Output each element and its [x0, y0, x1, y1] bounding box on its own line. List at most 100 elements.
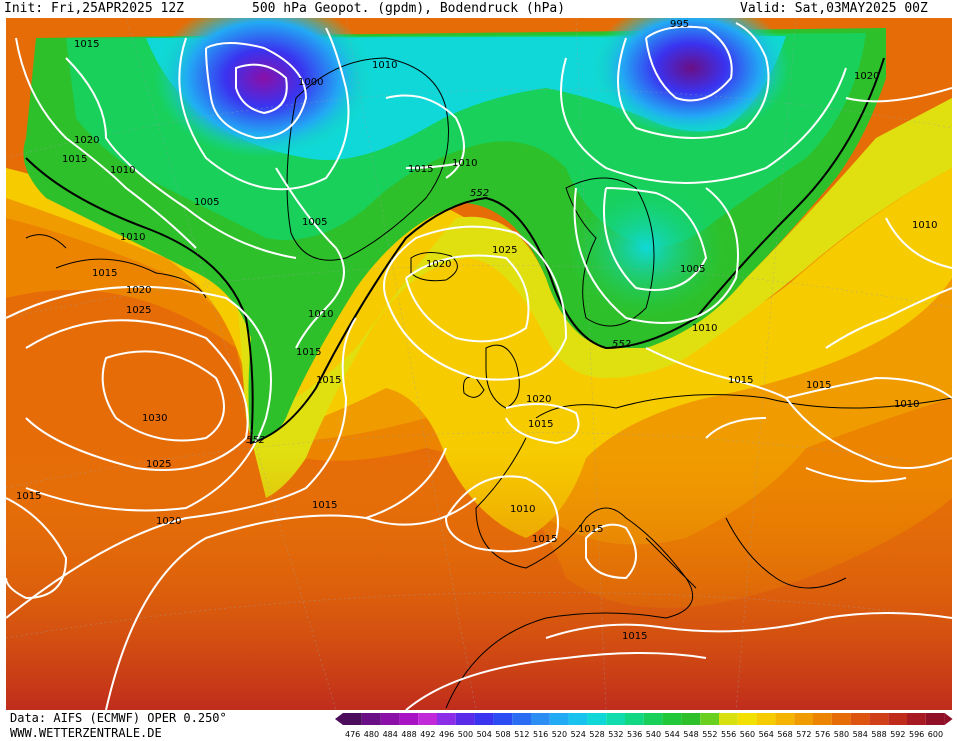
isobar-label: 1015 [316, 375, 341, 386]
legend-value-label: 480 [364, 730, 379, 739]
legend-swatch [418, 713, 437, 725]
legend-swatch [737, 713, 757, 725]
legend-swatch [493, 713, 513, 725]
isobar-label: 1010 [452, 158, 477, 169]
legend-value-label: 560 [740, 730, 755, 739]
isobar-label: 1020 [126, 285, 151, 296]
isobar-labels: 1015 995 1015 1020 1015 1010 1000 1010 1… [16, 19, 937, 642]
isobar-label: 1015 [296, 347, 321, 358]
legend-swatch [568, 713, 588, 725]
legend-value-label: 528 [589, 730, 604, 739]
legend-arrow-right [944, 713, 953, 725]
legend-value-label: 484 [383, 730, 398, 739]
isobar-label: 1010 [510, 504, 535, 515]
isobar-label: 1005 [680, 264, 705, 275]
isobar-label: 1015 [622, 631, 647, 642]
legend-swatch [681, 713, 701, 725]
isobar-label: 1010 [692, 323, 717, 334]
legend-swatch [925, 713, 945, 725]
legend-swatch [606, 713, 625, 725]
legend-value-label: 536 [627, 730, 642, 739]
legend-swatch [587, 713, 607, 725]
header-bar: Init: Fri,25APR2025 12Z 500 hPa Geopot. … [0, 0, 959, 18]
legend-swatch [643, 713, 663, 725]
isobar-label: 1015 [16, 491, 41, 502]
isobar-label: 1020 [74, 135, 99, 146]
isobar-label: 1015 [312, 500, 337, 511]
coastlines [25, 57, 952, 709]
isobar-label: 1025 [126, 305, 151, 316]
legend-value-label: 512 [514, 730, 529, 739]
isobar-label: 1015 [532, 534, 557, 545]
isobar-label: 1020 [426, 259, 451, 270]
website-credit: WWW.WETTERZENTRALE.DE [10, 726, 162, 740]
isobar-label: 995 [670, 19, 689, 30]
legend-swatch [437, 713, 456, 725]
isobar-label: 1020 [156, 516, 181, 527]
data-source: Data: AIFS (ECMWF) OPER 0.250° [10, 711, 227, 725]
legend-arrow-left [335, 713, 343, 725]
isobar-label: 1005 [302, 217, 327, 228]
legend-value-label: 508 [495, 730, 510, 739]
isobar-label: 1015 [408, 164, 433, 175]
south-gradient [6, 448, 952, 710]
geopotential-label: 552 [470, 188, 489, 199]
legend-swatch [775, 713, 795, 725]
legend-value-label: 488 [401, 730, 416, 739]
legend-value-label: 532 [608, 730, 623, 739]
legend-swatch [813, 713, 832, 725]
legend-value-label: 500 [458, 730, 473, 739]
isobar-label: 1020 [526, 394, 551, 405]
low-west [154, 18, 374, 158]
legend-swatch [869, 713, 889, 725]
legend-value-label: 580 [834, 730, 849, 739]
init-time: Init: Fri,25APR2025 12Z [4, 1, 185, 16]
isobar-label: 1010 [912, 220, 937, 231]
legend-swatch [531, 713, 550, 725]
legend-value-label: 596 [909, 730, 924, 739]
legend-value-label: 556 [721, 730, 736, 739]
legend-swatch [343, 713, 362, 725]
legend-swatch [756, 713, 776, 725]
legend-swatch [719, 713, 738, 725]
legend-swatch [888, 713, 907, 725]
legend-value-label: 516 [533, 730, 548, 739]
legend-swatch [380, 713, 400, 725]
geopotential-label: 552 [246, 435, 265, 446]
legend-value-label: 540 [646, 730, 661, 739]
legend-value-label: 572 [796, 730, 811, 739]
legend-value-label: 548 [683, 730, 698, 739]
scand-cyan [566, 178, 726, 318]
isobar-label: 1030 [142, 413, 167, 424]
legend-swatch [474, 713, 494, 725]
legend-value-label: 544 [665, 730, 680, 739]
legend-swatch [399, 713, 419, 725]
legend-swatch [512, 713, 531, 725]
color-legend: 476 480 484 488 492 496 500 504 508 512 516 520 524 5… [335, 713, 953, 739]
legend-swatch [831, 713, 851, 725]
isobar-label: 1015 [806, 380, 831, 391]
legend-value-label: 504 [477, 730, 492, 739]
isobar-label: 1015 [62, 154, 87, 165]
legend-value-label: 568 [777, 730, 792, 739]
valid-time: Valid: Sat,03MAY2025 00Z [740, 1, 928, 16]
geopotential-label: 552 [612, 339, 631, 350]
graticule [6, 18, 952, 710]
legend-value-label: 576 [815, 730, 830, 739]
legend-value-label: 592 [890, 730, 905, 739]
legend-swatch [700, 713, 719, 725]
isobar-label: 1025 [146, 459, 171, 470]
legend-value-label: 492 [420, 730, 435, 739]
legend-swatch [907, 713, 926, 725]
isobar-label: 1015 [528, 419, 553, 430]
legend-swatch [549, 713, 569, 725]
legend-value-label: 564 [759, 730, 774, 739]
isobar-label: 1010 [894, 399, 919, 410]
geopotential-552-line [25, 57, 885, 445]
legend-value-label: 584 [853, 730, 868, 739]
legend-value-label: 588 [871, 730, 886, 739]
isobar-label: 1015 [74, 39, 99, 50]
legend-value-label: 496 [439, 730, 454, 739]
legend-swatch [850, 713, 870, 725]
isobar-label: 1010 [120, 232, 145, 243]
